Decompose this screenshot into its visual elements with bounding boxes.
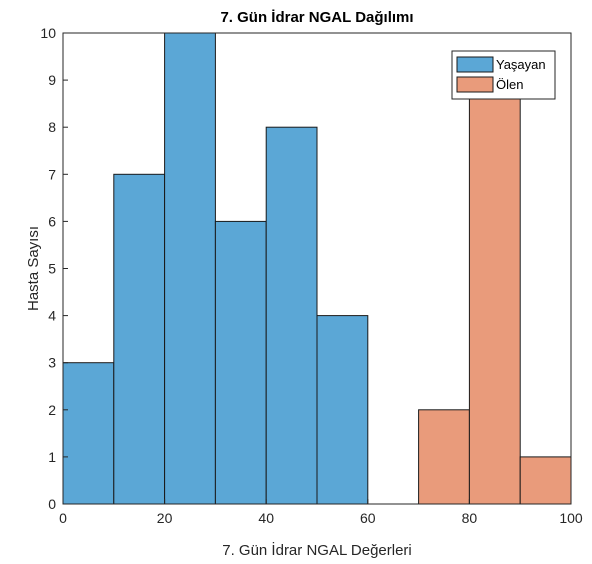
legend-swatch-yasayan — [456, 56, 494, 73]
legend-entry-yasayan: Yaşayan — [496, 57, 546, 72]
bar-series-1-bin-7 — [418, 409, 470, 505]
y-tick-label: 10 — [40, 25, 56, 41]
bar-series-0-bin-1 — [113, 173, 166, 505]
y-tick-label: 9 — [48, 72, 56, 88]
x-tick-label: 40 — [258, 510, 274, 526]
x-tick-label: 60 — [360, 510, 376, 526]
bars-group — [62, 32, 572, 505]
bar-series-0-bin-2 — [164, 32, 216, 505]
bar-series-0-bin-0 — [62, 362, 115, 505]
x-axis-label: 7. Gün İdrar NGAL Değerleri — [222, 541, 412, 559]
y-tick-label: 1 — [48, 449, 56, 465]
legend: Yaşayan Ölen — [451, 50, 556, 100]
y-tick-label: 3 — [48, 355, 56, 371]
ticks-group: 0 20 40 60 80 100 0 1 2 3 4 5 6 7 8 9 10 — [40, 25, 582, 526]
bar-series-0-bin-5 — [316, 315, 369, 505]
x-tick-label: 100 — [559, 510, 583, 526]
legend-entry-olen: Ölen — [496, 77, 523, 92]
y-tick-label: 4 — [48, 308, 56, 324]
bar-series-0-bin-4 — [265, 126, 318, 505]
y-tick-label: 2 — [48, 402, 56, 418]
x-tick-label: 80 — [462, 510, 478, 526]
y-tick-label: 0 — [48, 496, 56, 512]
chart-title: 7. Gün İdrar NGAL Dağılımı — [220, 9, 413, 26]
y-tick-label: 6 — [48, 213, 56, 229]
y-tick-label: 5 — [48, 261, 56, 277]
bar-series-1-bin-9 — [519, 456, 572, 505]
y-axis-label: Hasta Sayısı — [25, 226, 42, 311]
bar-series-1-bin-8 — [468, 79, 521, 505]
legend-swatch-olen — [456, 76, 494, 93]
x-tick-label: 0 — [59, 510, 67, 526]
y-tick-label: 8 — [48, 119, 56, 135]
bar-series-0-bin-3 — [214, 220, 267, 505]
y-tick-label: 7 — [48, 166, 56, 182]
x-tick-label: 20 — [157, 510, 173, 526]
